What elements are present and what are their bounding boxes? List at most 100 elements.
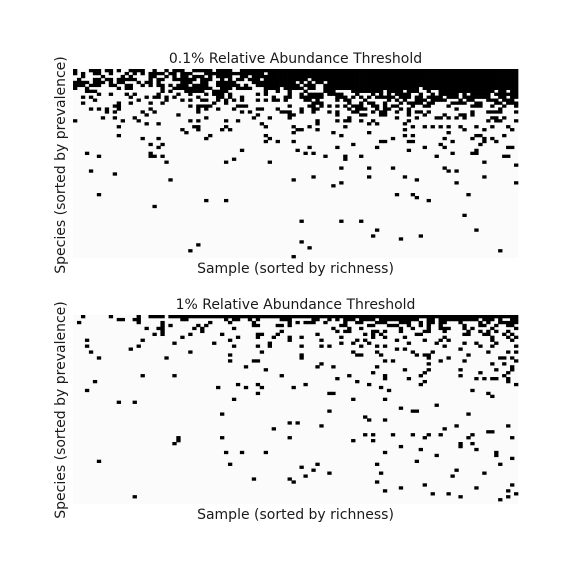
heatmap-cell xyxy=(426,323,431,328)
heatmap-cell xyxy=(200,326,205,331)
heatmap-cell xyxy=(156,83,161,88)
heatmap-cell xyxy=(108,71,114,76)
heatmap-cell xyxy=(239,315,245,319)
heatmap-cell xyxy=(426,110,431,114)
heatmap-cell xyxy=(176,439,181,443)
heatmap-cell xyxy=(434,315,439,319)
heatmap-cell xyxy=(295,148,300,153)
heatmap-cell xyxy=(494,116,499,120)
heatmap-cell xyxy=(148,83,153,88)
heatmap-cell xyxy=(116,101,122,105)
heatmap-cell xyxy=(223,71,229,76)
heatmap-cell xyxy=(287,89,292,93)
heatmap-cell xyxy=(216,95,221,99)
heatmap-cell xyxy=(374,480,380,484)
heatmap-cell xyxy=(450,86,455,91)
heatmap-cell xyxy=(188,119,193,123)
heatmap-cell xyxy=(319,101,324,105)
heatmap-cell xyxy=(510,320,515,325)
heatmap-cell xyxy=(251,323,257,328)
heatmap-cell xyxy=(514,110,519,114)
heatmap-cell xyxy=(251,116,257,120)
heatmap-cell xyxy=(80,80,86,85)
heatmap-cell xyxy=(446,71,451,76)
heatmap-cell xyxy=(502,89,507,93)
heatmap-cell xyxy=(279,69,284,73)
heatmap-cell xyxy=(514,92,519,96)
heatmap-cell xyxy=(307,69,312,73)
heatmap-cell xyxy=(359,315,364,319)
heatmap-cell xyxy=(382,77,388,82)
heatmap-cell xyxy=(490,86,495,91)
heatmap-cell xyxy=(351,89,356,93)
heatmap-cell xyxy=(331,74,336,79)
heatmap-cell xyxy=(506,377,511,381)
heatmap-cell xyxy=(502,104,507,108)
heatmap-cell xyxy=(184,80,189,85)
heatmap-cell xyxy=(323,315,328,319)
heatmap-cell xyxy=(363,86,368,91)
heatmap-cell xyxy=(331,69,336,73)
heatmap-cell xyxy=(327,104,332,108)
heatmap-cell xyxy=(454,80,459,85)
heatmap-cell xyxy=(446,80,451,85)
heatmap-cell xyxy=(88,95,94,99)
heatmap-cell xyxy=(263,368,269,372)
heatmap-cell xyxy=(382,95,388,99)
heatmap-cell xyxy=(506,83,511,88)
heatmap-cell xyxy=(275,315,280,319)
heatmap-cell xyxy=(319,80,324,85)
heatmap-cell xyxy=(287,116,292,120)
heatmap-cell xyxy=(184,86,189,91)
heatmap-cell xyxy=(359,219,364,223)
heatmap-cell xyxy=(152,71,157,76)
heatmap-cell xyxy=(283,83,288,88)
heatmap-cell xyxy=(271,315,276,319)
heatmap-panel-0p1: 0.1% Relative Abundance Threshold Sample… xyxy=(53,51,519,277)
heatmap-cell xyxy=(438,77,443,82)
heatmap-cell xyxy=(363,74,368,79)
heatmap-cell xyxy=(160,154,165,158)
heatmap-cell xyxy=(470,151,475,155)
heatmap-cell xyxy=(267,160,273,164)
heatmap-cell xyxy=(339,71,344,76)
heatmap-cell xyxy=(343,80,348,85)
heatmap-cell xyxy=(315,122,320,126)
heatmap-cell xyxy=(212,341,217,345)
heatmap-cell xyxy=(363,433,368,437)
heatmap-cell xyxy=(418,92,423,96)
heatmap-cell xyxy=(378,320,384,325)
heatmap-cell xyxy=(116,86,122,91)
heatmap-cell xyxy=(486,98,491,102)
heatmap-cell xyxy=(474,486,479,490)
heatmap-cell xyxy=(96,71,102,76)
heatmap-cell xyxy=(255,80,261,85)
heatmap-cell xyxy=(406,95,412,99)
heatmap-cell xyxy=(287,335,292,339)
heatmap-cell xyxy=(454,468,459,472)
heatmap-cell xyxy=(339,83,344,88)
heatmap-cell xyxy=(482,77,487,82)
heatmap-cell xyxy=(196,315,201,319)
heatmap-cell xyxy=(180,77,185,82)
heatmap-cell xyxy=(494,74,499,79)
heatmap-cell xyxy=(402,92,408,96)
heatmap-cell xyxy=(351,315,356,319)
heatmap-cell xyxy=(220,315,225,319)
heatmap-cell xyxy=(363,80,368,85)
heatmap-cell xyxy=(367,71,372,76)
heatmap-cell xyxy=(386,107,392,111)
heatmap-cell xyxy=(347,326,352,331)
heatmap-cell xyxy=(398,80,404,85)
heatmap-cell xyxy=(351,74,356,79)
heatmap-cell xyxy=(311,77,316,82)
heatmap-cell xyxy=(402,128,408,132)
heatmap-cell xyxy=(168,323,173,328)
heatmap-cell xyxy=(144,113,149,117)
heatmap-cell xyxy=(200,329,205,334)
heatmap-cell xyxy=(315,315,320,319)
heatmap-cell xyxy=(243,83,249,88)
heatmap-cell xyxy=(223,101,229,105)
heatmap-cell xyxy=(188,315,193,319)
heatmap-cell xyxy=(370,71,376,76)
